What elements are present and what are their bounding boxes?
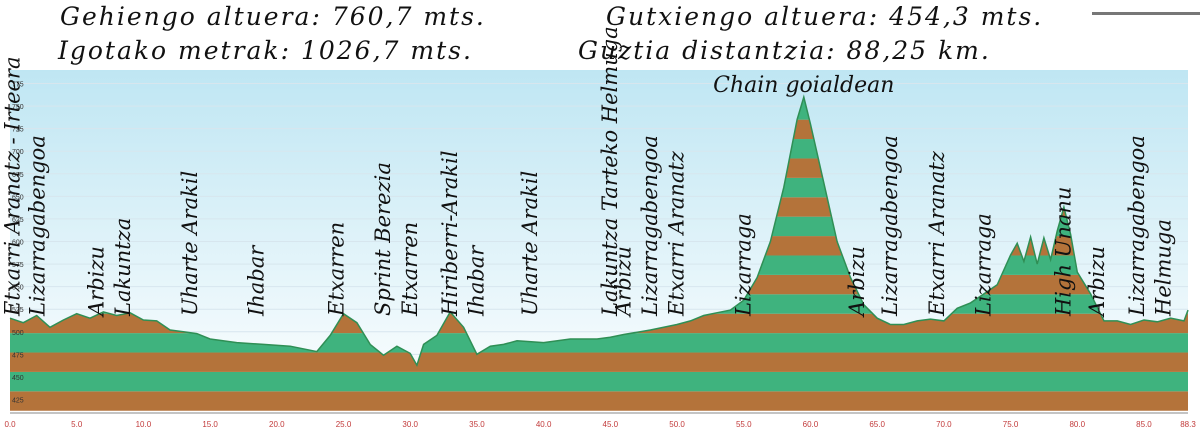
place-annotation: Lizarragabengoa	[878, 135, 902, 317]
place-annotation: Etxarren	[398, 222, 422, 317]
x-tick-label: 50.0	[669, 420, 685, 429]
y-tick-label: 750	[12, 104, 24, 111]
place-annotations: Etxarri Aranatz - Irteera Lizarragabengoa…	[0, 26, 1175, 318]
y-tick-label: 450	[12, 375, 24, 382]
place-annotation: Uharte Arakil	[518, 171, 542, 316]
place-annotation: Etxarri Aranatz - Irteera	[0, 56, 24, 317]
x-tick-label: 0.0	[4, 420, 16, 429]
place-annotation: Lizarragabengoa	[638, 135, 662, 317]
y-tick-label: 725	[12, 127, 24, 134]
y-tick-label: 550	[12, 285, 24, 292]
y-axis-ticks: 775 750 725 700 675 650 625 600 575 550 525 500 475 4…	[12, 82, 24, 405]
place-annotation: Arbizu	[845, 246, 869, 318]
x-tick-label: 75.0	[1003, 420, 1019, 429]
place-annotation: Sprint Berezia	[371, 162, 395, 316]
place-annotation: Helmuga	[1152, 219, 1176, 317]
place-annotation: Etxarri Aranatz	[665, 150, 689, 317]
x-tick-label: 80.0	[1069, 420, 1085, 429]
place-annotation: Hiriberri-Arakil	[438, 151, 462, 317]
elevation-band	[10, 352, 1188, 372]
y-tick-label: 525	[12, 307, 24, 314]
y-tick-label: 500	[12, 330, 24, 337]
min-altitude-text: Gutxiengo altuera: 454,3 mts.	[606, 2, 1044, 31]
place-annotation: Ihabar	[465, 244, 489, 317]
y-tick-label: 775	[12, 82, 24, 89]
profile-line	[9, 94, 1189, 368]
summit-label: Chain goialdean	[713, 73, 894, 98]
elevation-band	[10, 371, 1188, 392]
max-altitude-text: Gehiengo altuera: 760,7 mts.	[60, 2, 486, 31]
y-tick-label: 700	[12, 149, 24, 156]
y-tick-label: 475	[12, 352, 24, 359]
x-tick-label: 70.0	[936, 420, 952, 429]
place-annotation: Etxarren	[325, 222, 349, 317]
x-tick-label: 25.0	[336, 420, 352, 429]
place-annotation: Lizarraga	[972, 213, 996, 317]
x-tick-label: 30.0	[402, 420, 418, 429]
top-rule	[1092, 12, 1200, 15]
place-annotation: Lizarragabengoa	[1125, 135, 1149, 317]
x-tick-label: 35.0	[469, 420, 485, 429]
place-annotation: Arbizu	[611, 246, 635, 318]
x-tick-label: 40.0	[536, 420, 552, 429]
x-tick-label: 60.0	[803, 420, 819, 429]
climbed-meters-text: Igotako metrak: 1026,7 mts.	[58, 36, 473, 65]
x-tick-label: 45.0	[603, 420, 619, 429]
place-annotation: High Unanu	[1052, 187, 1076, 317]
x-tick-label: 85.0	[1136, 420, 1152, 429]
x-tick-label: 20.0	[269, 420, 285, 429]
place-annotation: Lakuntza Tarteko Helmuga	[598, 26, 622, 317]
place-annotation: Arbizu	[1085, 246, 1109, 318]
x-axis-ticks: 0.0 5.0 10.0 15.0 20.0 25.0 30.0 35.0 40.0 45.0 50…	[4, 420, 1196, 429]
elevation-band	[10, 391, 1188, 411]
x-tick-label: 5.0	[71, 420, 83, 429]
place-annotation: Lakuntza	[111, 218, 135, 317]
y-tick-label: 575	[12, 262, 24, 269]
place-annotation: Ihabar	[244, 244, 268, 317]
y-tick-label: 675	[12, 172, 24, 179]
x-tick-label: 15.0	[202, 420, 218, 429]
x-tick-label: 55.0	[736, 420, 752, 429]
x-tick-label: 88.3	[1180, 420, 1196, 429]
y-tick-label: 600	[12, 240, 24, 247]
place-annotation: Etxarri Aranatz	[925, 150, 949, 317]
y-tick-label: 650	[12, 194, 24, 201]
y-tick-label: 625	[12, 217, 24, 224]
place-annotation: Arbizu	[84, 246, 108, 318]
y-tick-label: 425	[12, 397, 24, 404]
place-annotation: Uharte Arakil	[178, 171, 202, 316]
x-tick-label: 10.0	[136, 420, 152, 429]
place-annotation: Lizarraga	[731, 213, 755, 317]
place-annotation: Lizarragabengoa	[26, 135, 50, 317]
total-distance-text: Guztia distantzia: 88,25 km.	[578, 36, 991, 65]
x-tick-label: 65.0	[869, 420, 885, 429]
